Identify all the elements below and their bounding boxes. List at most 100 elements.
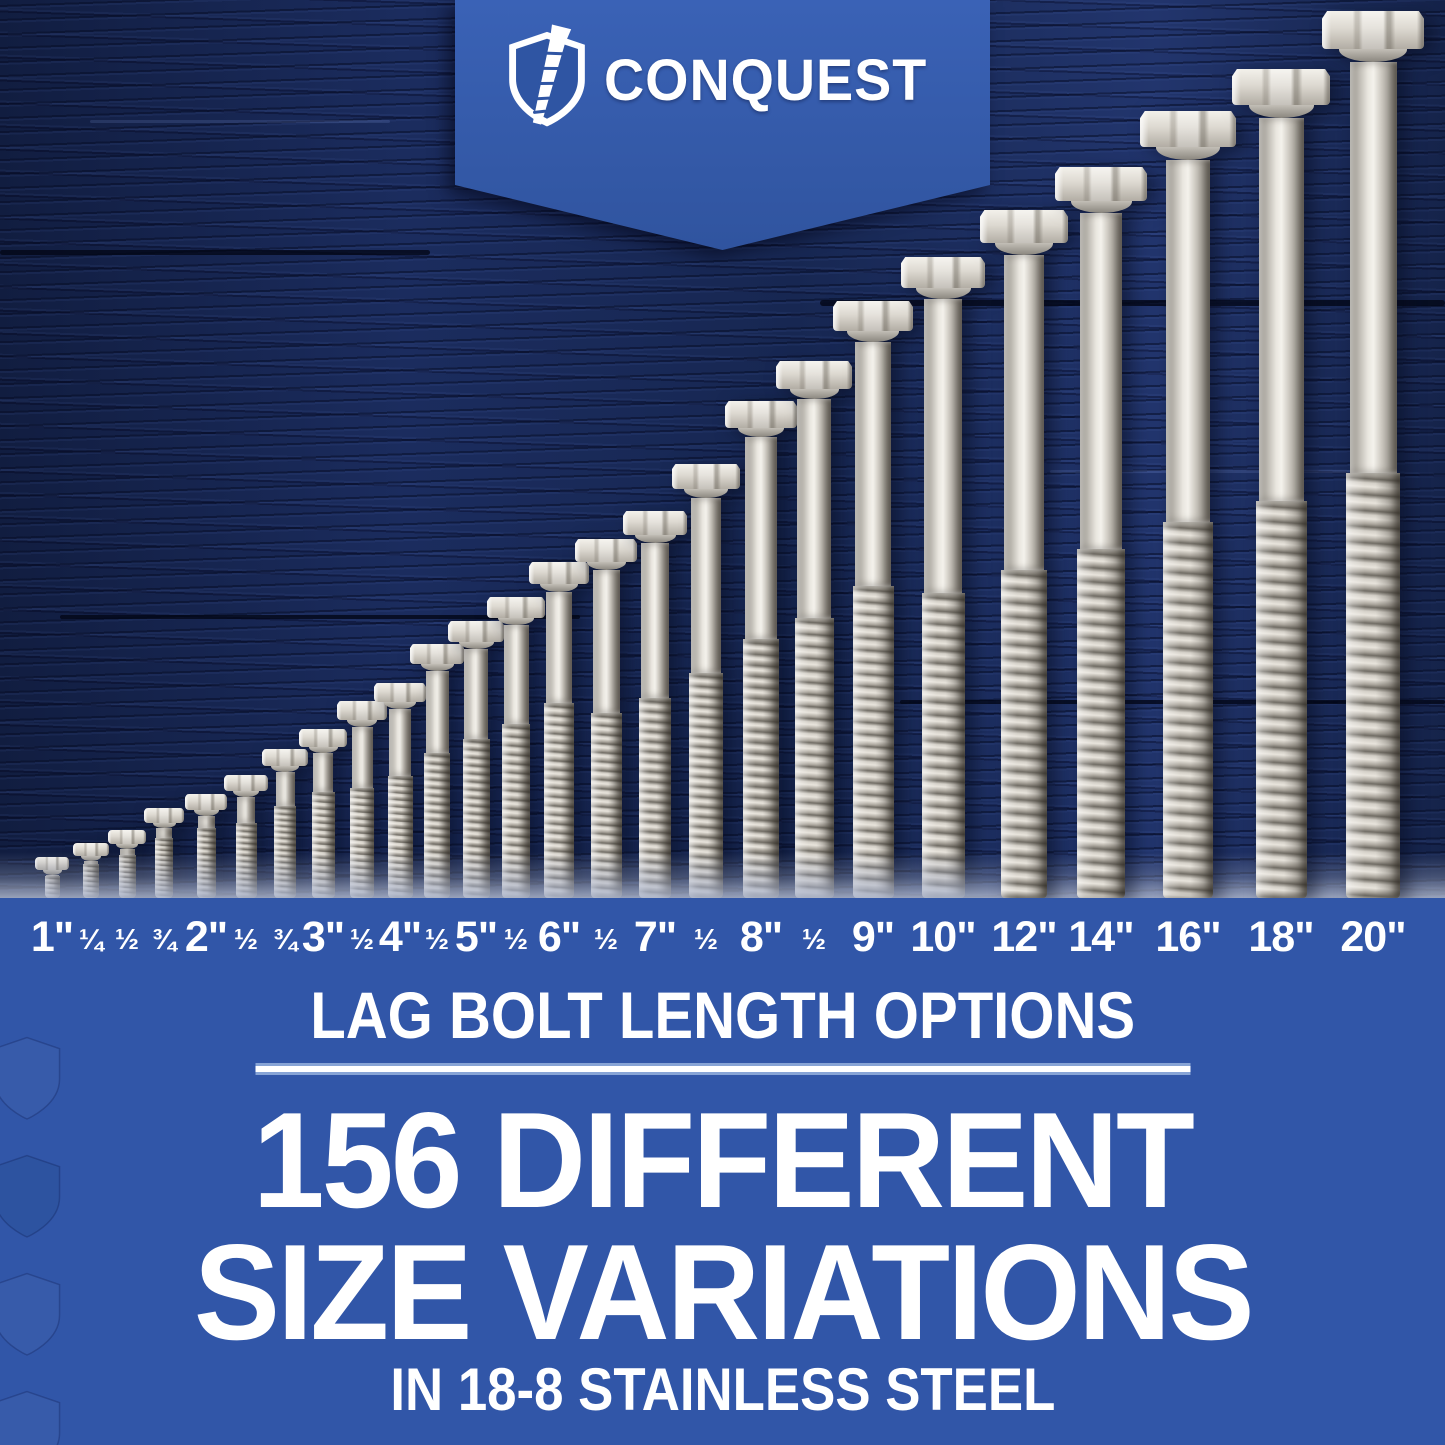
bolt-collar: [458, 642, 494, 649]
brand-lockup: CONQUEST: [455, 24, 990, 132]
bolt-head: [529, 562, 589, 584]
size-label-10-inch: 10": [910, 913, 976, 961]
bolt-head: [980, 210, 1068, 243]
size-label-row: 1" ¼ ½ ¾ 2" ½ ¾ 3" ½ 4" ½ 5" ½ 6" ½ 7" ½ 8" ½ 9" 10" 12" 14" 16…: [0, 906, 1445, 962]
size-label-12-inch: 12": [991, 913, 1057, 961]
bolt-collar: [738, 428, 784, 437]
bolt-shank: [156, 828, 172, 838]
bolt-shank: [797, 399, 831, 618]
size-label-2.5-inch: ½: [233, 924, 259, 956]
size-label-4.5-inch: ½: [424, 924, 450, 956]
bolt-head: [1055, 167, 1147, 201]
bolt-head: [262, 749, 308, 766]
size-label-1.75-inch: ¾: [151, 924, 177, 956]
bolt-collar: [1070, 201, 1132, 213]
size-label-14-inch: 14": [1068, 913, 1134, 961]
bolt-collar: [498, 618, 534, 625]
bolt-threads: [852, 586, 894, 898]
plank-seam: [60, 615, 580, 619]
bolt-collar: [1339, 49, 1407, 62]
bolt-shank: [389, 709, 411, 776]
size-label-3-inch: 3": [301, 913, 345, 961]
bolt-10-inch: [901, 257, 985, 898]
bolt-shank: [641, 543, 669, 698]
bolt-shank: [1258, 118, 1304, 501]
bolt-threads: [921, 593, 965, 898]
bolt-16-inch: [1140, 111, 1236, 898]
bolt-shank: [1349, 62, 1397, 473]
bolt-collar: [789, 389, 839, 399]
size-label-9-inch: 9": [851, 913, 895, 961]
stat-line-2-row: SIZE VARIATIONS: [0, 1216, 1445, 1368]
bolt-shank: [503, 625, 529, 724]
shield-watermark-icon: [0, 1390, 61, 1445]
size-label-1.5-inch: ½: [114, 924, 140, 956]
bolt-collar: [1156, 147, 1220, 160]
bolt-collar: [384, 702, 416, 709]
bolt-collar: [193, 810, 219, 816]
size-label-7.5-inch: ½: [693, 924, 719, 956]
plank-seam: [820, 300, 1445, 306]
bolt-threads: [1255, 501, 1307, 898]
bolt-shank: [1004, 255, 1044, 570]
bolt-collar: [420, 664, 454, 671]
bolt-head: [725, 401, 797, 428]
shield-screw-icon: [509, 24, 585, 127]
plank-seam: [0, 250, 430, 255]
bolt-collar: [684, 489, 728, 498]
bolt-head: [901, 257, 985, 288]
bolt-collar: [634, 535, 676, 543]
bolt-collar: [995, 243, 1053, 255]
brand-banner: CONQUEST: [455, 0, 990, 250]
bolt-shank: [351, 727, 373, 788]
brand-name: CONQUEST: [604, 47, 928, 113]
size-label-6.5-inch: ½: [593, 924, 619, 956]
subline-row: IN 18-8 STAINLESS STEEL: [0, 1360, 1445, 1420]
bolt-shank: [745, 437, 777, 639]
bolt-shank: [1166, 160, 1210, 522]
bolt-head: [833, 301, 913, 331]
wood-scratch: [90, 120, 390, 123]
bolt-head: [144, 808, 184, 823]
bolt-shank: [425, 671, 449, 753]
size-label-1.25-inch: ¼: [78, 924, 104, 956]
info-panel: 1" ¼ ½ ¾ 2" ½ ¾ 3" ½ 4" ½ 5" ½ 6" ½ 7" ½ 8" ½ 9" 10" 12" 14" 16…: [0, 898, 1445, 1445]
wood-scratch: [1050, 470, 1390, 473]
headline: LAG BOLT LENGTH OPTIONS: [310, 978, 1135, 1052]
bolt-head: [448, 621, 504, 642]
size-label-16-inch: 16": [1155, 913, 1221, 961]
stat-line-2: SIZE VARIATIONS: [193, 1216, 1255, 1368]
size-label-18-inch: 18": [1248, 913, 1314, 961]
bolt-head: [776, 361, 852, 389]
bolt-head: [108, 830, 146, 844]
size-label-2.75-inch: ¾: [272, 924, 298, 956]
size-label-3.5-inch: ½: [349, 924, 375, 956]
stat-line-1-row: 156 DIFFERENT: [0, 1084, 1445, 1236]
bolt-threads: [1346, 473, 1400, 898]
bolt-shank: [464, 649, 488, 739]
bolt-shank: [546, 592, 572, 703]
shield-watermark-icon: [0, 1154, 61, 1238]
bolt-20-inch: [1322, 11, 1424, 898]
bolt-collar: [586, 562, 626, 570]
bolt-threads: [1077, 549, 1125, 898]
bolt-collar: [540, 584, 578, 592]
bolt-shank: [691, 498, 721, 673]
bolt-shank: [237, 797, 255, 823]
size-label-1-inch: 1": [30, 913, 74, 961]
bolt-collar: [1248, 105, 1314, 118]
bolt-head: [224, 775, 268, 791]
bolt-shank: [275, 772, 295, 806]
bolt-threads: [794, 618, 834, 898]
bolt-head: [1140, 111, 1236, 147]
bolt-threads: [1163, 522, 1213, 898]
bolt-collar: [347, 720, 377, 727]
bolt-head: [1232, 69, 1330, 105]
bolt-collar: [116, 844, 138, 849]
bolt-shank: [855, 342, 891, 586]
stat-line-1: 156 DIFFERENT: [252, 1084, 1195, 1236]
size-label-7-inch: 7": [633, 913, 677, 961]
bolt-14-inch: [1055, 167, 1147, 898]
size-label-6-inch: 6": [537, 913, 581, 961]
